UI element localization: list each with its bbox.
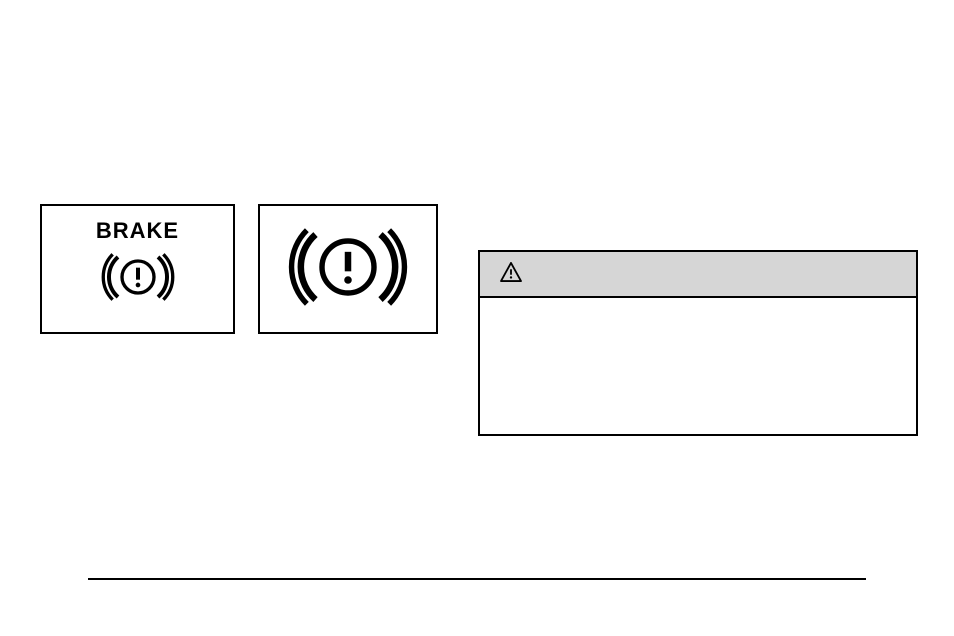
brake-warning-icon <box>42 250 233 309</box>
brake-label: BRAKE <box>42 218 233 244</box>
brake-icon-box <box>258 204 438 334</box>
warning-panel <box>478 250 918 436</box>
brake-warning-icon <box>283 217 413 322</box>
warning-triangle-icon <box>500 262 522 287</box>
brake-indicator-box: BRAKE <box>40 204 235 334</box>
footer-rule <box>88 578 866 580</box>
warning-panel-header <box>480 252 916 298</box>
